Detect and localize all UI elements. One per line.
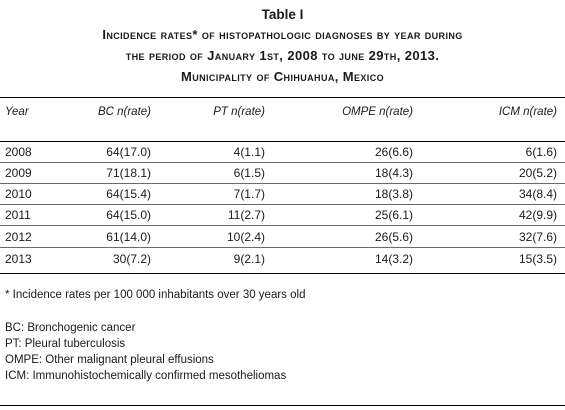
row-divider bbox=[0, 204, 565, 205]
row-divider bbox=[0, 183, 565, 184]
ompe-cell: 18(3.8) bbox=[374, 187, 413, 201]
table-title-line-2: the period of January 1st, 2008 to june … bbox=[125, 48, 440, 63]
table-title-block: Table I Incidence rates* of histopatholo… bbox=[0, 6, 565, 87]
table-row: 2012 61(14.0) 10(2.4) 26(5.6) 32(7.6) bbox=[0, 227, 565, 248]
ompe-cell: 26(6.6) bbox=[374, 145, 413, 159]
pt-cell: 11(2.7) bbox=[227, 208, 265, 222]
table-row: 2013 30(7.2) 9(2.1) 14(3.2) 15(3.5) bbox=[0, 249, 565, 270]
top-rule bbox=[0, 97, 565, 98]
icm-cell: 34(8.4) bbox=[518, 187, 557, 201]
abbreviation-item: ICM: Immunohistochemically confirmed mes… bbox=[5, 370, 287, 382]
icm-cell: 42(9.9) bbox=[518, 208, 557, 222]
ompe-cell: 26(5.6) bbox=[374, 230, 413, 244]
abbreviation-list: BC: Bronchogenic cancer PT: Pleural tube… bbox=[5, 320, 286, 384]
row-divider bbox=[0, 225, 565, 226]
row-divider bbox=[0, 162, 565, 163]
ompe-cell: 18(4.3) bbox=[374, 166, 413, 180]
bc-cell: 64(15.4) bbox=[106, 187, 151, 201]
abbreviation-item: PT: Pleural tuberculosis bbox=[5, 338, 126, 350]
table-header-row: Year BC n(rate) PT n(rate) OMPE n(rate) … bbox=[0, 106, 565, 124]
abbreviation-item: OMPE: Other malignant pleural effusions bbox=[5, 354, 214, 366]
year-cell: 2009 bbox=[5, 166, 32, 180]
icm-cell: 15(3.5) bbox=[518, 252, 557, 266]
bc-cell: 61(14.0) bbox=[106, 230, 151, 244]
icm-cell: 20(5.2) bbox=[518, 166, 557, 180]
column-header-icm: ICM n(rate) bbox=[498, 106, 557, 118]
icm-cell: 6(1.6) bbox=[525, 145, 557, 159]
header-rule bbox=[0, 141, 565, 142]
table-row: 2011 64(15.0) 11(2.7) 25(6.1) 42(9.9) bbox=[0, 205, 565, 226]
bc-cell: 64(17.0) bbox=[106, 145, 151, 159]
year-cell: 2010 bbox=[5, 187, 32, 201]
table-title-line-1: Incidence rates* of histopathologic diag… bbox=[102, 27, 463, 42]
bc-cell: 71(18.1) bbox=[106, 166, 151, 180]
pt-cell: 6(1.5) bbox=[233, 166, 265, 180]
table-bottom-rule bbox=[0, 273, 565, 274]
pt-cell: 10(2.4) bbox=[226, 230, 265, 244]
bc-cell: 64(15.0) bbox=[106, 208, 151, 222]
year-cell: 2012 bbox=[5, 230, 32, 244]
table-label: Table I bbox=[261, 7, 304, 22]
year-cell: 2013 bbox=[5, 252, 32, 266]
abbreviation-item: BC: Bronchogenic cancer bbox=[5, 322, 136, 334]
row-divider bbox=[0, 247, 565, 248]
pt-cell: 7(1.7) bbox=[233, 187, 265, 201]
table-title-line-3: Municipality of Chihuahua, Mexico bbox=[180, 69, 385, 84]
column-header-pt: PT n(rate) bbox=[213, 106, 265, 118]
ompe-cell: 14(3.2) bbox=[374, 252, 413, 266]
ompe-cell: 25(6.1) bbox=[374, 208, 413, 222]
column-header-bc: BC n(rate) bbox=[97, 106, 151, 118]
figure-bottom-rule bbox=[0, 405, 565, 406]
incidence-footnote: * Incidence rates per 100 000 inhabitant… bbox=[5, 289, 306, 301]
icm-cell: 32(7.6) bbox=[518, 230, 557, 244]
table-row: 2008 64(17.0) 4(1.1) 26(6.6) 6(1.6) bbox=[0, 142, 565, 163]
year-cell: 2008 bbox=[5, 145, 32, 159]
pt-cell: 9(2.1) bbox=[233, 252, 265, 266]
table-row: 2009 71(18.1) 6(1.5) 18(4.3) 20(5.2) bbox=[0, 163, 565, 184]
table-row: 2010 64(15.4) 7(1.7) 18(3.8) 34(8.4) bbox=[0, 184, 565, 205]
bc-cell: 30(7.2) bbox=[112, 252, 151, 266]
column-header-ompe: OMPE n(rate) bbox=[342, 106, 413, 118]
pt-cell: 4(1.1) bbox=[233, 145, 265, 159]
column-header-year: Year bbox=[5, 106, 29, 118]
year-cell: 2011 bbox=[5, 208, 31, 222]
